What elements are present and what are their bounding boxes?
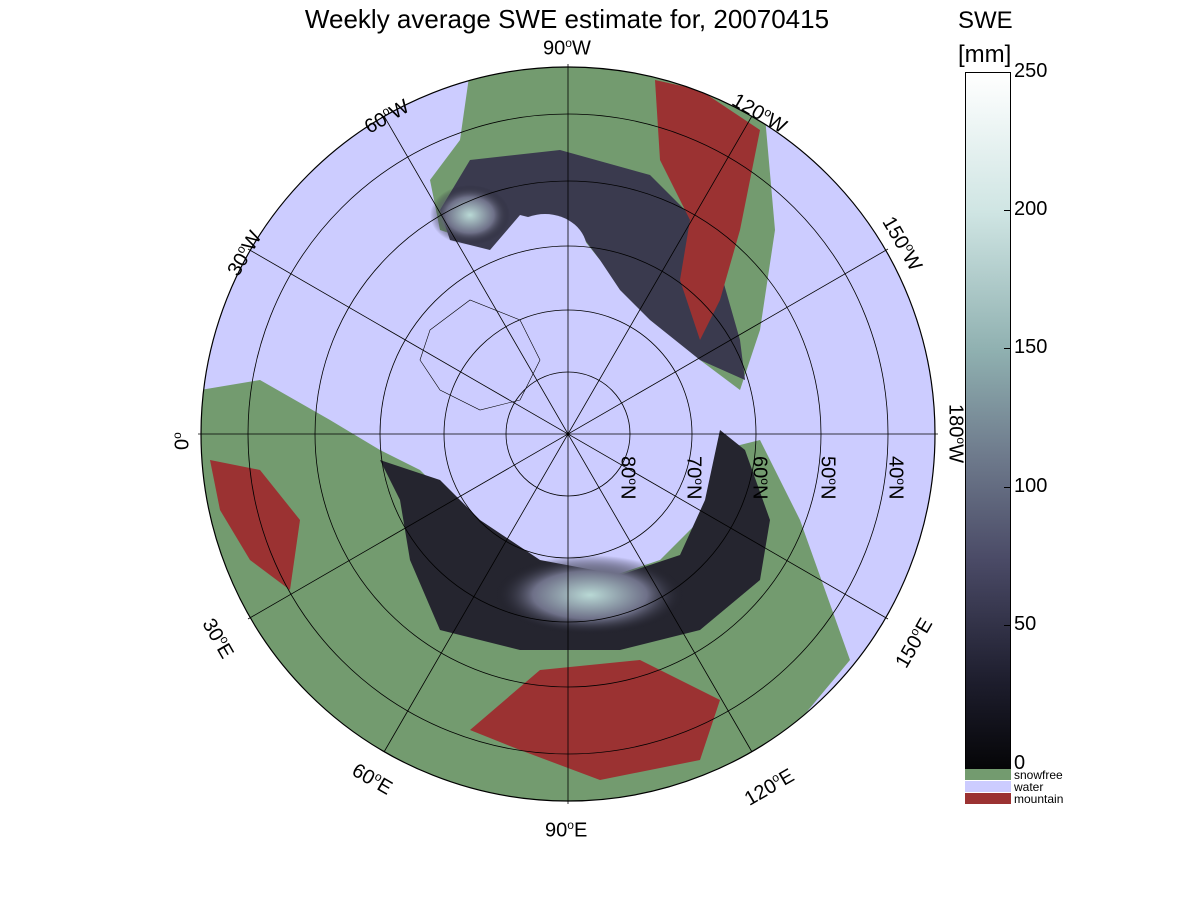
legend-swatch-mountain (965, 793, 1011, 804)
colorbar-unit: [mm] (958, 41, 1012, 68)
lat-label-80n: 80oN (616, 456, 640, 500)
colorbar-tick-0: 0 (1014, 752, 1026, 774)
siberia-snow-max (495, 555, 685, 635)
legend-label-mountain: mountain (1014, 792, 1064, 806)
colorbar-tickmark (1004, 210, 1010, 211)
legend-label-water: water (1014, 780, 1044, 794)
lat-label-60n: 60oN (748, 456, 772, 500)
colorbar-tick-250: 250 (1014, 60, 1048, 82)
colorbar-title: SWE [mm] (958, 4, 1013, 72)
colorbar-title-text: SWE (958, 7, 1013, 34)
rockies-mountains (655, 80, 760, 340)
hudson-bay (503, 214, 587, 286)
swe-colorbar (965, 72, 1011, 771)
colorbar-tick-200: 200 (1014, 198, 1048, 220)
colorbar-tick-150: 150 (1014, 336, 1048, 358)
lat-label-50n: 50oN (816, 456, 840, 500)
asia-mountains (470, 660, 720, 780)
north-america-snow (440, 150, 745, 380)
greenland (419, 299, 541, 411)
legend-swatch-snowfree (965, 769, 1011, 780)
lon-label-0: 0o (170, 432, 194, 450)
europe-mountains (210, 460, 300, 590)
lon-label-90w: 90oW (543, 36, 591, 60)
lat-label-40n: 40oN (884, 456, 908, 500)
colorbar-tick-50: 50 (1014, 613, 1037, 635)
lat-label-70n: 70oN (682, 456, 706, 500)
map-title: Weekly average SWE estimate for, 2007041… (304, 4, 830, 34)
meridian-150w-30e (247, 248, 889, 620)
legend-swatch-water (965, 781, 1011, 792)
colorbar-tickmark (1004, 487, 1010, 488)
colorbar-tickmark (1004, 348, 1010, 349)
colorbar-tick-100: 100 (1014, 475, 1048, 497)
lon-label-90e: 90oE (545, 818, 588, 842)
legend-label-snowfree: snowfree (1014, 768, 1063, 782)
colorbar-tickmark (1004, 625, 1010, 626)
